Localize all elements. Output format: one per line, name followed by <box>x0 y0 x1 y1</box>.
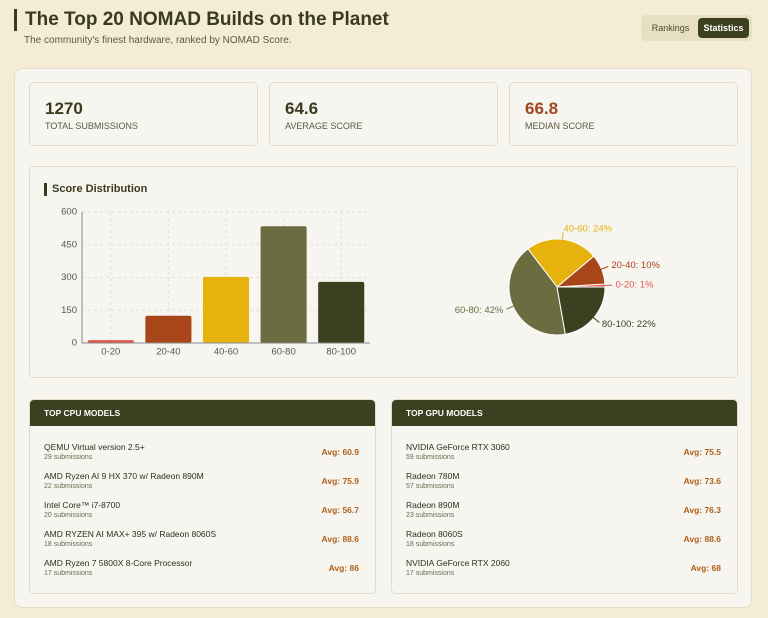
row-submissions: 23 submissions <box>406 512 455 519</box>
y-tick-label: 300 <box>61 272 77 283</box>
section-title: Score Distribution <box>44 183 147 196</box>
row-average: Avg: 68 <box>690 563 721 573</box>
row-submissions: 29 submissions <box>44 454 93 461</box>
stat-value: 66.8 <box>525 99 559 118</box>
bar <box>87 340 134 343</box>
x-tick-label: 80-100 <box>326 347 356 358</box>
row-name: NVIDIA GeForce RTX 2060 <box>406 558 510 568</box>
pie-leader <box>561 232 564 242</box>
row-name: NVIDIA GeForce RTX 3060 <box>406 442 510 452</box>
pie-leader <box>599 266 609 271</box>
pie-label: 40-60: 24% <box>563 223 612 234</box>
pie-label: 80-100: 22% <box>602 319 656 330</box>
page-title: The Top 20 NOMAD Builds on the Planet <box>14 9 389 31</box>
row-name: Radeon 8060S <box>406 529 463 539</box>
y-tick-label: 450 <box>61 239 77 250</box>
pie-slice <box>556 286 606 335</box>
y-tick-label: 0 <box>72 338 77 349</box>
row-name: Radeon 890M <box>406 500 460 510</box>
row-name: Radeon 780M <box>406 471 460 481</box>
tab[interactable]: Rankings <box>651 23 690 33</box>
stat-card: 66.8 MEDIAN SCORE <box>509 82 738 146</box>
bar <box>318 281 365 343</box>
row-submissions: 59 submissions <box>406 454 455 461</box>
pie-leader <box>506 304 516 310</box>
row-submissions: 17 submissions <box>406 570 455 577</box>
page-subtitle: The community's finest hardware, ranked … <box>24 35 292 46</box>
stat-label: TOTAL SUBMISSIONS <box>45 121 138 131</box>
row-submissions: 57 submissions <box>406 483 455 490</box>
table-header: TOP CPU MODELS <box>30 400 375 426</box>
row-average: Avg: 86 <box>328 563 359 573</box>
y-tick-label: 150 <box>61 305 77 316</box>
row-submissions: 20 submissions <box>44 512 93 519</box>
stat-value: 1270 <box>45 99 83 118</box>
row-submissions: 22 submissions <box>44 483 93 490</box>
row-submissions: 18 submissions <box>44 541 93 548</box>
row-average: Avg: 56.7 <box>321 505 359 515</box>
row-submissions: 17 submissions <box>44 570 93 577</box>
x-tick-label: 60-80 <box>271 347 295 358</box>
bar <box>260 226 307 343</box>
row-name: AMD Ryzen AI 9 HX 370 w/ Radeon 890M <box>44 471 204 481</box>
pie-leader <box>591 315 600 323</box>
row-average: Avg: 88.6 <box>321 534 359 544</box>
table-header: TOP GPU MODELS <box>392 400 737 426</box>
bar <box>145 315 192 343</box>
row-name: AMD Ryzen 7 5800X 8-Core Processor <box>44 558 193 568</box>
row-average: Avg: 75.5 <box>683 447 721 457</box>
row-average: Avg: 73.6 <box>683 476 721 486</box>
stat-card: 64.6 AVERAGE SCORE <box>269 82 498 146</box>
stat-label: MEDIAN SCORE <box>525 121 595 131</box>
row-average: Avg: 60.9 <box>321 447 359 457</box>
row-average: Avg: 75.9 <box>321 476 359 486</box>
x-tick-label: 20-40 <box>156 347 180 358</box>
row-average: Avg: 76.3 <box>683 505 721 515</box>
cpu-table: TOP CPU MODELS QEMU Virtual version 2.5+ 2… <box>29 399 376 594</box>
x-tick-label: 0-20 <box>101 347 120 358</box>
row-name: Intel Core™ i7-8700 <box>44 500 121 510</box>
tab-bar: Rankings Statistics <box>641 15 752 41</box>
pie-label: 60-80: 42% <box>455 305 504 316</box>
row-average: Avg: 88.6 <box>683 534 721 544</box>
stat-label: AVERAGE SCORE <box>285 121 363 131</box>
pie-label: 0-20: 1% <box>616 280 655 291</box>
tab-active[interactable]: Statistics <box>698 18 749 38</box>
x-tick-label: 40-60 <box>214 347 238 358</box>
pie-label: 20-40: 10% <box>611 260 660 271</box>
row-name: QEMU Virtual version 2.5+ <box>44 442 145 452</box>
row-name: AMD RYZEN AI MAX+ 395 w/ Radeon 8060S <box>44 529 217 539</box>
stat-value: 64.6 <box>285 99 319 118</box>
bar <box>202 276 250 343</box>
stat-card: 1270 TOTAL SUBMISSIONS <box>29 82 258 146</box>
y-tick-label: 600 <box>61 207 77 218</box>
gpu-table: TOP GPU MODELS NVIDIA GeForce RTX 3060 59 … <box>391 399 738 594</box>
row-submissions: 18 submissions <box>406 541 455 548</box>
